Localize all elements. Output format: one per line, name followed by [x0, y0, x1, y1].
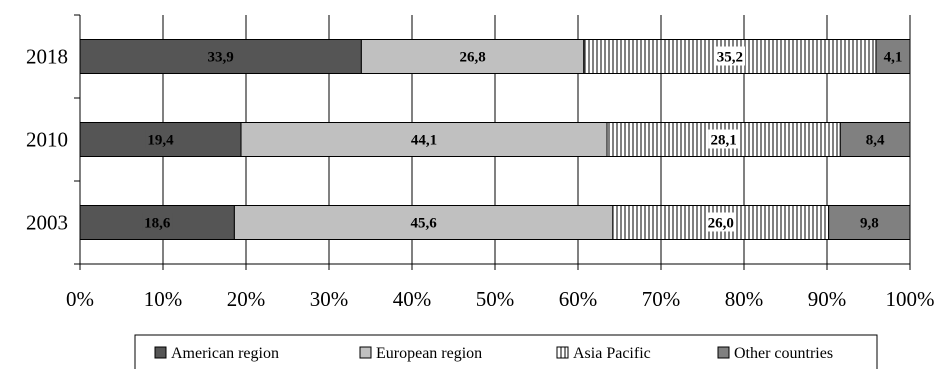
legend-label: Other countries	[734, 345, 833, 362]
data-label: 18,6	[144, 216, 171, 232]
data-label: 8,4	[866, 133, 885, 149]
legend-label: European region	[376, 345, 482, 362]
data-label-bg	[705, 212, 736, 232]
legend-label: Asia Pacific	[573, 345, 651, 362]
category-labels: 2018 2010 2003	[26, 45, 68, 235]
data-label-bg	[142, 212, 173, 232]
category-label: 2010	[26, 128, 68, 152]
data-label-bg	[714, 46, 746, 66]
data-label: 26,8	[459, 50, 485, 66]
legend-swatch	[556, 346, 569, 359]
legend-box	[134, 334, 878, 369]
legend: American region European region Asia Pacif…	[134, 334, 878, 369]
x-tick-label: 40%	[393, 287, 432, 311]
data-label-bg	[881, 46, 905, 66]
data-label-bg	[708, 129, 739, 149]
legend-swatch	[359, 346, 372, 359]
legend-swatch	[154, 346, 167, 359]
data-label-bg	[857, 212, 881, 232]
x-tick-label: 100%	[886, 287, 935, 311]
x-tick-label: 80%	[725, 287, 764, 311]
data-label-bg	[145, 129, 176, 149]
data-label: 45,6	[410, 216, 437, 232]
data-label-bg	[408, 129, 440, 149]
legend-label: American region	[171, 345, 279, 362]
data-label-bg	[205, 46, 236, 66]
x-tick-label: 90%	[808, 287, 847, 311]
x-tick-label: 20%	[227, 287, 266, 311]
x-tick-label: 70%	[642, 287, 681, 311]
category-label: 2018	[26, 45, 68, 69]
x-tick-label: 50%	[476, 287, 515, 311]
data-label: 19,4	[147, 133, 174, 149]
data-label: 33,9	[208, 50, 234, 66]
data-label: 9,8	[860, 216, 879, 232]
axes	[74, 14, 911, 270]
category-label: 2003	[26, 211, 68, 235]
data-label-bg	[863, 129, 887, 149]
x-tick-label: 0%	[66, 287, 94, 311]
data-label-bg	[457, 46, 488, 66]
data-label-bg	[408, 212, 439, 232]
x-tick-label: 30%	[310, 287, 349, 311]
data-label: 26,0	[708, 216, 734, 232]
x-tick-labels: 0% 10% 20% 30% 40% 50% 60% 70% 80% 90% 100%	[66, 287, 935, 311]
legend-swatch	[717, 346, 730, 359]
data-label: 44,1	[411, 133, 437, 149]
data-label: 4,1	[884, 50, 903, 66]
bars: 33,9 26,8 35,2 4,1 19,4 44,1 28,1 8,4 18,6 45,6 26…	[79, 39, 911, 240]
x-tick-label: 10%	[144, 287, 183, 311]
x-tick-label: 60%	[559, 287, 598, 311]
data-label: 35,2	[717, 50, 743, 66]
data-label: 28,1	[711, 133, 737, 149]
